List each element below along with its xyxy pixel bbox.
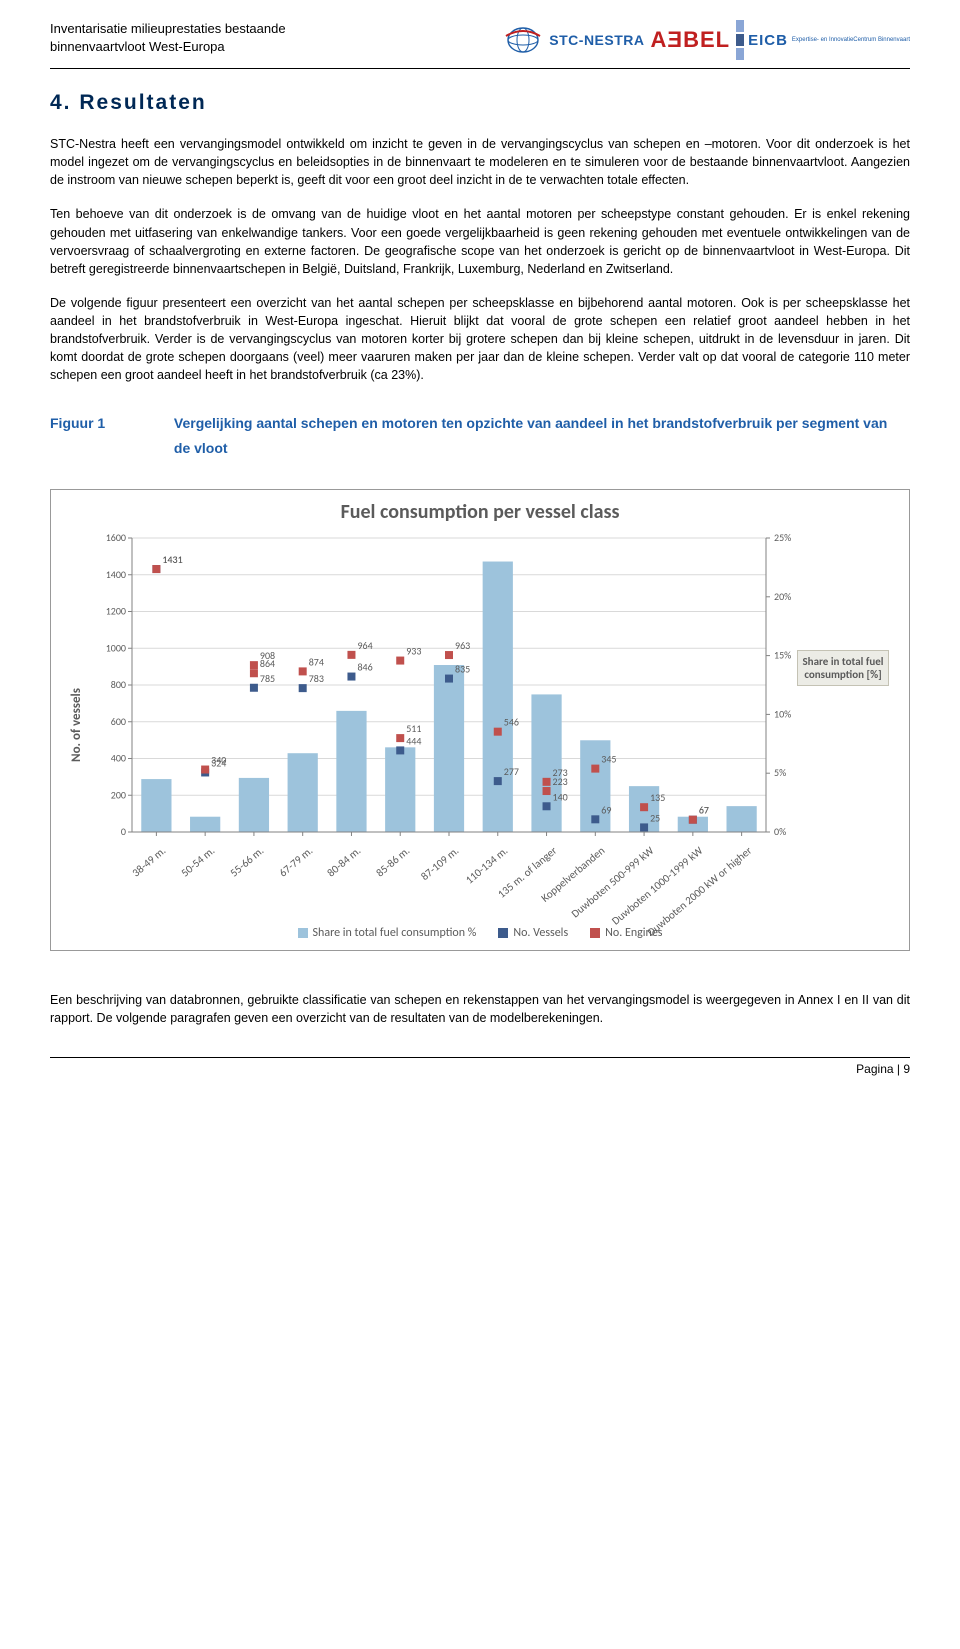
svg-text:964: 964 xyxy=(357,639,372,652)
svg-text:511: 511 xyxy=(406,722,421,735)
legend-share-swatch xyxy=(298,928,308,938)
svg-text:135: 135 xyxy=(650,791,665,804)
header-logos: STC-NESTRA AƎBEL EICB Expertise- en Inno… xyxy=(501,20,910,60)
svg-text:1431: 1431 xyxy=(162,553,182,566)
svg-text:15%: 15% xyxy=(774,648,791,661)
eicb-logo: EICB Expertise- en InnovatieCentrum Binn… xyxy=(736,20,910,60)
svg-text:800: 800 xyxy=(111,678,126,691)
header-title-line1: Inventarisatie milieuprestaties bestaand… xyxy=(50,20,286,38)
chart-plot: 0 200 400 600 800 1000 1200 1400 1600 0% 5% 10% 15% 2… xyxy=(86,530,893,920)
svg-text:25%: 25% xyxy=(774,531,791,544)
x-tick-label: 67-79 m. xyxy=(276,844,315,879)
globe-icon xyxy=(501,22,545,58)
x-axis-labels: 38-49 m. 50-54 m. 55-66 m. 67-79 m. 80-84 m.… xyxy=(86,840,893,920)
x-tick-label: 110-134 m. xyxy=(463,844,510,887)
right-axis-label-box: Share in total fuel consumption [%] xyxy=(797,650,889,686)
svg-text:340: 340 xyxy=(211,753,226,766)
a3bel-logo: AƎBEL xyxy=(651,27,731,53)
svg-text:846: 846 xyxy=(357,660,372,673)
svg-text:874: 874 xyxy=(309,655,324,668)
y-axis-left-label: No. of vessels xyxy=(67,530,86,920)
svg-text:1200: 1200 xyxy=(106,604,126,617)
svg-text:223: 223 xyxy=(553,775,568,788)
page-number: Pagina | 9 xyxy=(856,1062,910,1076)
chart-legend: Share in total fuel consumption % No. Ve… xyxy=(67,926,893,940)
eicb-sub: Expertise- en InnovatieCentrum Binnenvaa… xyxy=(792,37,910,44)
svg-text:908: 908 xyxy=(260,649,275,662)
svg-text:0%: 0% xyxy=(774,825,786,838)
legend-share: Share in total fuel consumption % xyxy=(298,926,477,940)
x-tick-label: Duwboten 500-999 kW xyxy=(569,844,657,920)
svg-text:69: 69 xyxy=(601,803,611,816)
legend-vessels-swatch xyxy=(498,928,508,938)
svg-text:67: 67 xyxy=(699,804,709,817)
svg-text:546: 546 xyxy=(504,716,519,729)
stc-label: STC-NESTRA xyxy=(549,32,644,48)
svg-text:1600: 1600 xyxy=(106,531,126,544)
x-tick-label: 80-84 m. xyxy=(325,844,364,879)
section-title: 4. Resultaten xyxy=(50,91,910,115)
x-tick-label: 55-66 m. xyxy=(227,844,266,879)
svg-text:963: 963 xyxy=(455,639,470,652)
svg-text:345: 345 xyxy=(601,752,616,765)
page-header: Inventarisatie milieuprestaties bestaand… xyxy=(50,20,910,69)
svg-text:277: 277 xyxy=(504,765,519,778)
x-tick-label: 85-86 m. xyxy=(374,844,413,879)
svg-text:1400: 1400 xyxy=(106,568,126,581)
header-title: Inventarisatie milieuprestaties bestaand… xyxy=(50,20,286,55)
svg-text:835: 835 xyxy=(455,662,470,675)
x-tick-label: 50-54 m. xyxy=(179,844,218,879)
paragraph-after-chart: Een beschrijving van databronnen, gebrui… xyxy=(50,991,910,1027)
page-footer: Pagina | 9 xyxy=(50,1057,910,1076)
svg-text:785: 785 xyxy=(260,672,275,685)
figure-text: Vergelijking aantal schepen en motoren t… xyxy=(174,411,904,461)
svg-text:933: 933 xyxy=(406,644,421,657)
paragraph-2: Ten behoeve van dit onderzoek is de omva… xyxy=(50,205,910,278)
legend-vessels-label: No. Vessels xyxy=(513,926,568,940)
header-title-line2: binnenvaartvloot West-Europa xyxy=(50,38,286,56)
svg-text:200: 200 xyxy=(111,788,126,801)
eicb-label: EICB xyxy=(748,32,788,49)
svg-text:10%: 10% xyxy=(774,707,791,720)
svg-text:600: 600 xyxy=(111,715,126,728)
legend-share-label: Share in total fuel consumption % xyxy=(313,926,477,940)
svg-text:400: 400 xyxy=(111,751,126,764)
svg-text:783: 783 xyxy=(309,672,324,685)
figure-number: Figuur 1 xyxy=(50,411,170,436)
stc-nestra-logo: STC-NESTRA xyxy=(501,22,644,58)
paragraph-3: De volgende figuur presenteert een overz… xyxy=(50,294,910,385)
svg-text:25: 25 xyxy=(650,811,660,824)
legend-engines-swatch xyxy=(590,928,600,938)
x-tick-label: 38-49 m. xyxy=(130,844,169,879)
x-tick-label: 87-109 m. xyxy=(418,844,461,883)
svg-text:5%: 5% xyxy=(774,766,786,779)
svg-text:20%: 20% xyxy=(774,590,791,603)
legend-vessels: No. Vessels xyxy=(498,926,568,940)
paragraph-1: STC-Nestra heeft een vervangingsmodel on… xyxy=(50,135,910,189)
chart-container: Fuel consumption per vessel class No. of… xyxy=(50,489,910,951)
svg-text:0: 0 xyxy=(121,825,126,838)
svg-text:140: 140 xyxy=(553,790,568,803)
svg-text:1000: 1000 xyxy=(106,641,126,654)
chart-svg: 0 200 400 600 800 1000 1200 1400 1600 0% 5% 10% 15% 2… xyxy=(86,530,876,840)
figure-caption: Figuur 1 Vergelijking aantal schepen en … xyxy=(50,411,910,461)
svg-text:444: 444 xyxy=(406,734,421,747)
x-tick-label: Duwboten 1000-1999 kW xyxy=(609,844,705,928)
eicb-bar-icon xyxy=(736,20,744,60)
chart-title: Fuel consumption per vessel class xyxy=(67,500,893,524)
